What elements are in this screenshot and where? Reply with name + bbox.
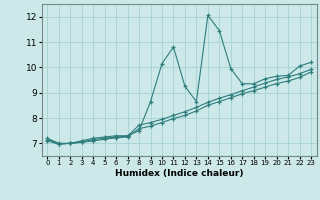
X-axis label: Humidex (Indice chaleur): Humidex (Indice chaleur) — [115, 169, 244, 178]
